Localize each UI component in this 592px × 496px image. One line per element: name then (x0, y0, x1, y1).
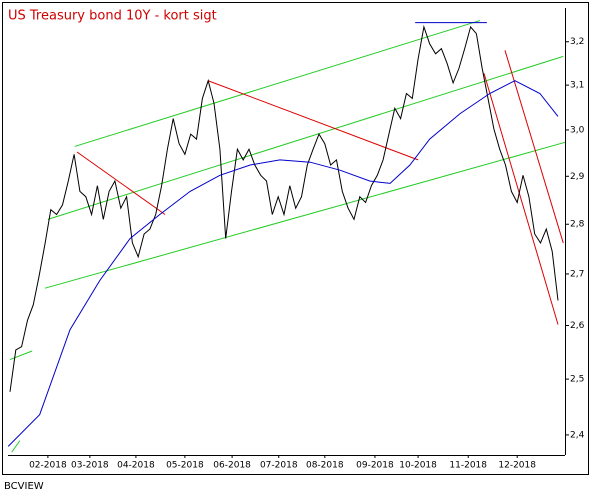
y-tick-label: 2,8 (570, 220, 585, 230)
trend-line (11, 440, 21, 453)
x-tick-label: 03-2018 (71, 461, 109, 471)
x-tick-label: 05-2018 (166, 461, 204, 471)
price-line (7, 80, 559, 447)
y-tick-label: 2,7 (570, 269, 584, 279)
trend-line (9, 350, 33, 361)
y-tick-label: 3,1 (570, 81, 584, 91)
x-tick-label: 02-2018 (29, 461, 67, 471)
x-tick-label: 08-2018 (306, 461, 344, 471)
y-tick-label: 2,6 (570, 321, 585, 331)
source-label: BCVIEW (4, 481, 44, 492)
trend-line (74, 20, 481, 147)
y-tick-label: 3,2 (570, 37, 584, 47)
x-tick-label: 07-2018 (260, 461, 298, 471)
chart-frame (2, 2, 589, 475)
chart-title: US Treasury bond 10Y - kort sigt (8, 9, 217, 24)
x-tick-label: 04-2018 (117, 461, 155, 471)
trend-line (504, 50, 564, 244)
x-tick-label: 09-2018 (356, 461, 394, 471)
trend-line (76, 151, 166, 215)
y-tick-label: 3,0 (570, 125, 585, 135)
trend-line (208, 80, 419, 161)
price-line (9, 24, 559, 392)
y-tick-label: 2,4 (570, 430, 585, 440)
y-tick-label: 2,9 (570, 172, 585, 182)
x-tick-label: 11-2018 (449, 461, 487, 471)
trend-line (483, 73, 559, 325)
y-tick-label: 2,5 (570, 375, 584, 385)
x-tick-label: 10-2018 (399, 461, 437, 471)
x-tick-label: 12-2018 (498, 461, 536, 471)
x-tick-label: 06-2018 (213, 461, 251, 471)
trend-line (44, 141, 566, 289)
